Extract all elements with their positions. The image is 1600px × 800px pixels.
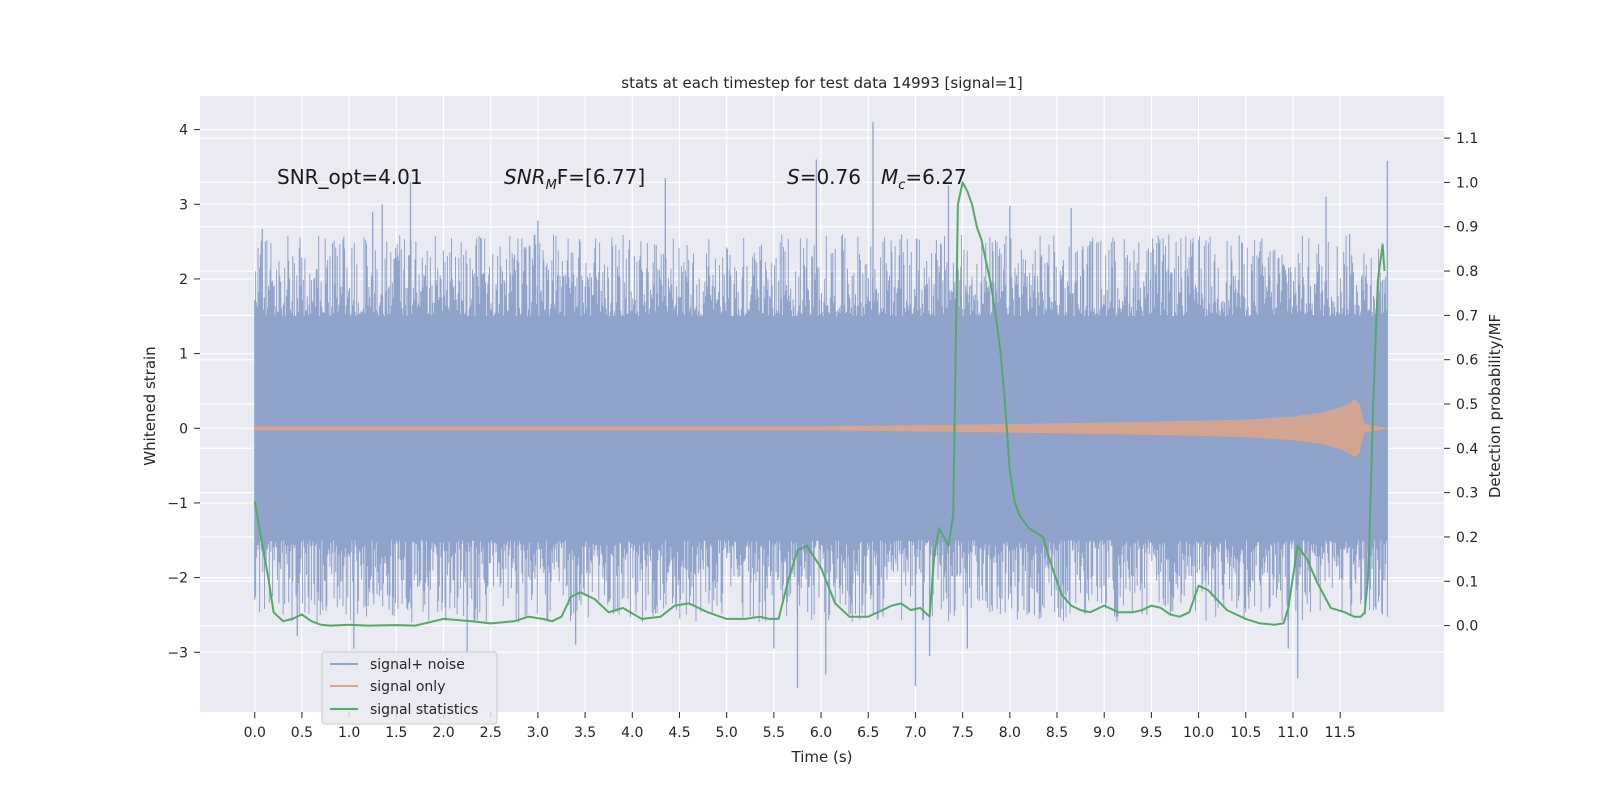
- legend-label-signal: signal only: [370, 679, 445, 695]
- y-right-tick-label: 0.8: [1456, 264, 1478, 280]
- y-right-tick-label: 0.2: [1456, 530, 1478, 546]
- y-left-tick-label: −1: [167, 496, 188, 512]
- x-tick-label: 0.0: [244, 725, 266, 741]
- y-left-tick-label: −3: [167, 645, 188, 661]
- y-right-tick-label: 0.5: [1456, 397, 1478, 413]
- x-tick-label: 10.0: [1183, 725, 1214, 741]
- x-axis-label: Time (s): [791, 748, 853, 766]
- annotation-snr-mf: SNRMF=[6.77]: [504, 165, 645, 193]
- y-right-tick-label: 1.0: [1456, 175, 1478, 191]
- x-tick-label: 4.5: [668, 725, 690, 741]
- x-tick-label: 7.5: [952, 725, 974, 741]
- annotation-snr-mf-rest: F=[6.77]: [557, 165, 645, 189]
- y-right-tick-label: 0.3: [1456, 486, 1478, 502]
- y-right-tick-label: 1.1: [1456, 131, 1478, 147]
- x-tick-label: 9.5: [1140, 725, 1162, 741]
- signal-statistics-line: [253, 181, 1386, 627]
- x-tick-label: 2.0: [432, 725, 454, 741]
- x-tick-label: 11.5: [1325, 725, 1356, 741]
- y-left-axis-label: Whitened strain: [141, 346, 159, 465]
- y-left-tick-label: 1: [179, 347, 188, 363]
- y-right-axis-label: Detection probability/MF: [1486, 314, 1504, 498]
- x-tick-label: 11.0: [1277, 725, 1308, 741]
- x-tick-label: 5.0: [716, 725, 738, 741]
- y-right-tick-label: 0.1: [1456, 574, 1478, 590]
- x-tick-label: 8.0: [999, 725, 1021, 741]
- y-left-tick-label: 4: [179, 123, 188, 139]
- y-left-axis-ticks: −3 −2 −1 0 1 2 3 4: [167, 123, 200, 661]
- x-tick-label: 1.5: [385, 725, 407, 741]
- annotation-snr-mf-main: SNR: [504, 165, 546, 189]
- y-left-tick-label: 2: [179, 272, 188, 288]
- x-tick-label: 6.0: [810, 725, 832, 741]
- x-tick-label: 2.5: [480, 725, 502, 741]
- annotation-s-main: S: [787, 165, 800, 189]
- annotation-s-rest: =0.76: [800, 165, 861, 189]
- signal-statistics-series: [253, 181, 1386, 627]
- x-tick-label: 6.5: [857, 725, 879, 741]
- annotation-mc-sub: c: [898, 178, 905, 193]
- legend-label-noise: signal+ noise: [370, 657, 465, 673]
- annotation-mc-main: M: [881, 165, 898, 189]
- legend-box: [321, 651, 498, 725]
- y-right-tick-label: 0.9: [1456, 220, 1478, 236]
- x-tick-label: 5.5: [763, 725, 785, 741]
- x-tick-label: 10.5: [1230, 725, 1261, 741]
- annotation-snr-opt: SNR_opt=4.01: [277, 165, 423, 189]
- x-tick-label: 1.0: [338, 725, 360, 741]
- x-tick-label: 9.0: [1093, 725, 1115, 741]
- y-left-tick-label: −2: [167, 571, 188, 587]
- legend: signal+ noise signal only signal statist…: [321, 651, 498, 725]
- annotation-mc: Mc=6.27: [881, 165, 967, 193]
- chart-title: stats at each timestep for test data 149…: [621, 74, 1022, 92]
- x-axis-ticks: 0.0 0.5 1.0 1.5 2.0 2.5 3.0 3.5 4.0 4.5 5.0 5.5 6.0 6…: [244, 712, 1356, 741]
- annotation-mc-rest: =6.27: [905, 165, 966, 189]
- y-right-tick-label: 0.0: [1456, 619, 1478, 635]
- annotation-s: S=0.76: [787, 165, 861, 189]
- x-tick-label: 8.5: [1046, 725, 1068, 741]
- y-left-tick-label: 3: [179, 197, 188, 213]
- x-tick-label: 7.0: [904, 725, 926, 741]
- signal-only-series: [254, 399, 1388, 458]
- x-tick-label: 4.0: [621, 725, 643, 741]
- y-right-tick-label: 0.4: [1456, 441, 1478, 457]
- y-right-axis-ticks: 0.0 0.1 0.2 0.3 0.4 0.5 0.6 0.7 0.8 0.9 1.0 1.1: [1444, 131, 1478, 635]
- y-right-tick-label: 0.7: [1456, 308, 1478, 324]
- legend-label-stats: signal statistics: [370, 702, 478, 718]
- x-tick-label: 3.5: [574, 725, 596, 741]
- annotation-snr-mf-sub: M: [546, 178, 557, 193]
- x-tick-label: 0.5: [291, 725, 313, 741]
- y-left-tick-label: 0: [179, 421, 188, 437]
- x-tick-label: 3.0: [527, 725, 549, 741]
- y-right-tick-label: 0.6: [1456, 353, 1478, 369]
